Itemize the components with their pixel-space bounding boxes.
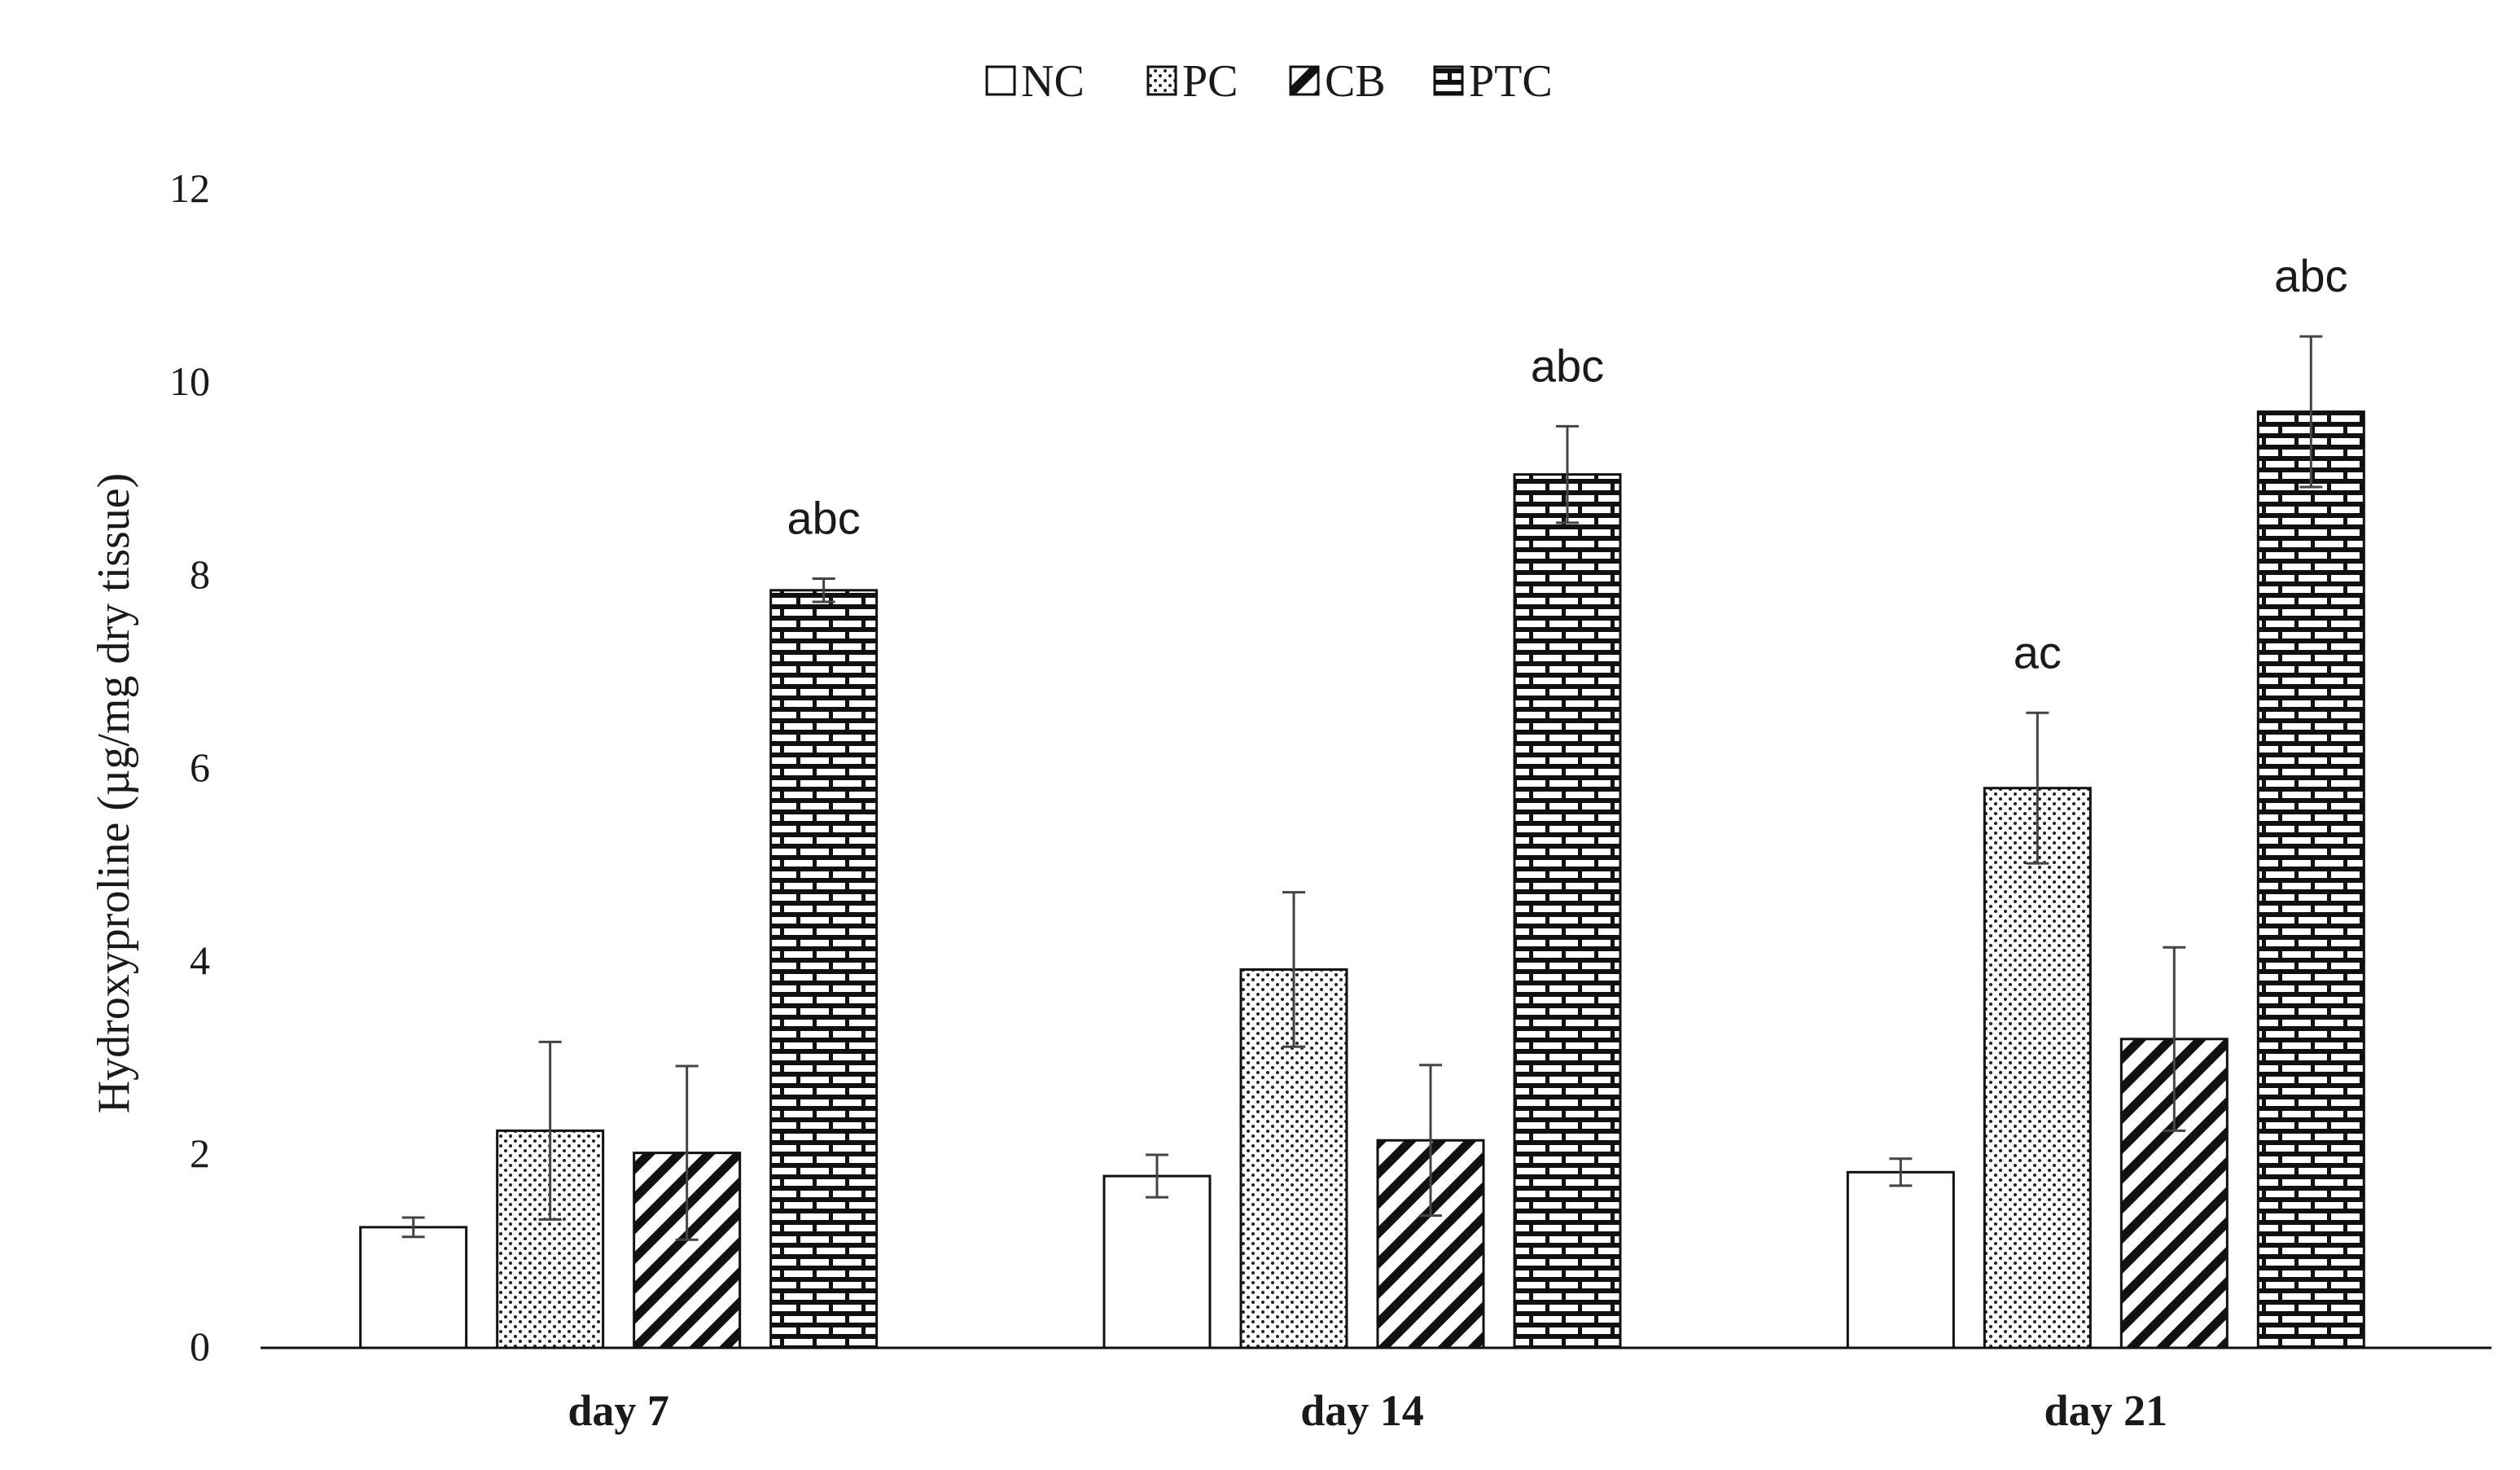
bar-pc [1983,787,2092,1349]
x-tick-label: day 21 [2044,1386,2168,1435]
y-tick-label: 10 [169,358,210,404]
bar-nc [359,1226,468,1349]
y-tick-label: 4 [190,937,210,983]
y-axis-label: Hydroxyproline (µg/mg dry tissue) [89,473,139,1114]
significance-label: abc [2274,250,2347,301]
legend-swatch-nc [985,65,1016,96]
significance-label: ac [2014,626,2062,678]
x-axis: day 7 day 14 day 21 [261,1346,2492,1435]
bar-nc [1102,1174,1212,1349]
significance-label: abc [787,493,861,544]
legend: NC PC CB PTC [985,56,1553,107]
legend-label-nc: NC [1021,56,1085,107]
legend-label-ptc: PTC [1469,56,1553,107]
bar-nc [1846,1170,1955,1349]
significance-label: abc [1531,340,1604,391]
y-tick-label: 2 [190,1130,210,1176]
legend-label-cb: CB [1325,56,1386,107]
bar-ptc [1513,473,1622,1349]
legend-swatch-cb [1289,65,1320,96]
y-tick-label: 12 [169,165,210,211]
x-tick-label: day 7 [568,1386,669,1435]
bar-ptc [2256,410,2365,1349]
legend-swatch-ptc [1433,65,1464,96]
x-tick-label: day 14 [1300,1386,1424,1435]
y-tick-label: 8 [190,551,210,597]
y-tick-label: 0 [190,1323,210,1369]
y-axis: 0 2 4 6 8 10 12 Hydroxyproline (µg/mg dry tissu… [89,165,210,1369]
legend-label-pc: PC [1182,56,1238,107]
bar-ptc [769,589,879,1349]
y-tick-label: 6 [190,744,210,790]
legend-swatch-pc [1146,65,1177,96]
plot-area: abc abc ac abc [359,250,2365,1349]
